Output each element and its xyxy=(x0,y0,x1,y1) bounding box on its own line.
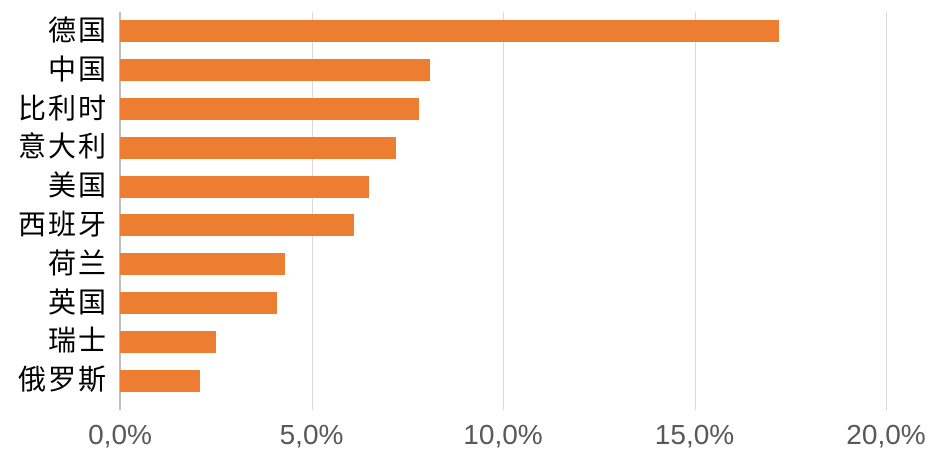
category-label: 英国 xyxy=(47,285,108,319)
bar-瑞士 xyxy=(120,330,216,353)
x-tick-label: 15,0% xyxy=(654,419,735,450)
bar-比利时 xyxy=(120,98,419,120)
category-label: 瑞士 xyxy=(47,324,108,358)
x-tick-label: 10,0% xyxy=(463,419,543,450)
category-label: 西班牙 xyxy=(17,208,108,241)
gridline xyxy=(503,12,504,410)
bar-荷兰 xyxy=(120,253,285,276)
category-label: 比利时 xyxy=(17,91,108,125)
bar-英国 xyxy=(120,292,278,314)
category-label: 德国 xyxy=(47,14,108,47)
gridline xyxy=(311,12,313,410)
bar-德国 xyxy=(120,20,779,43)
x-tick-label: 20,0% xyxy=(846,419,926,450)
category-label: 意大利 xyxy=(17,130,108,164)
x-tick-label: 5,0% xyxy=(279,419,344,450)
axis-line xyxy=(119,12,121,410)
bar-美国 xyxy=(120,175,369,198)
bar-中国 xyxy=(120,59,431,82)
category-label: 荷兰 xyxy=(47,246,108,280)
bar-西班牙 xyxy=(120,214,354,237)
plot-area xyxy=(119,12,887,410)
category-label: 俄罗斯 xyxy=(17,363,108,397)
category-label: 美国 xyxy=(47,169,108,203)
bar-意大利 xyxy=(120,136,396,159)
gridline xyxy=(694,12,696,410)
category-label: 中国 xyxy=(47,52,108,86)
x-tick-label: 0,0% xyxy=(88,419,152,450)
bar-俄罗斯 xyxy=(120,369,201,392)
gridline xyxy=(886,12,887,410)
